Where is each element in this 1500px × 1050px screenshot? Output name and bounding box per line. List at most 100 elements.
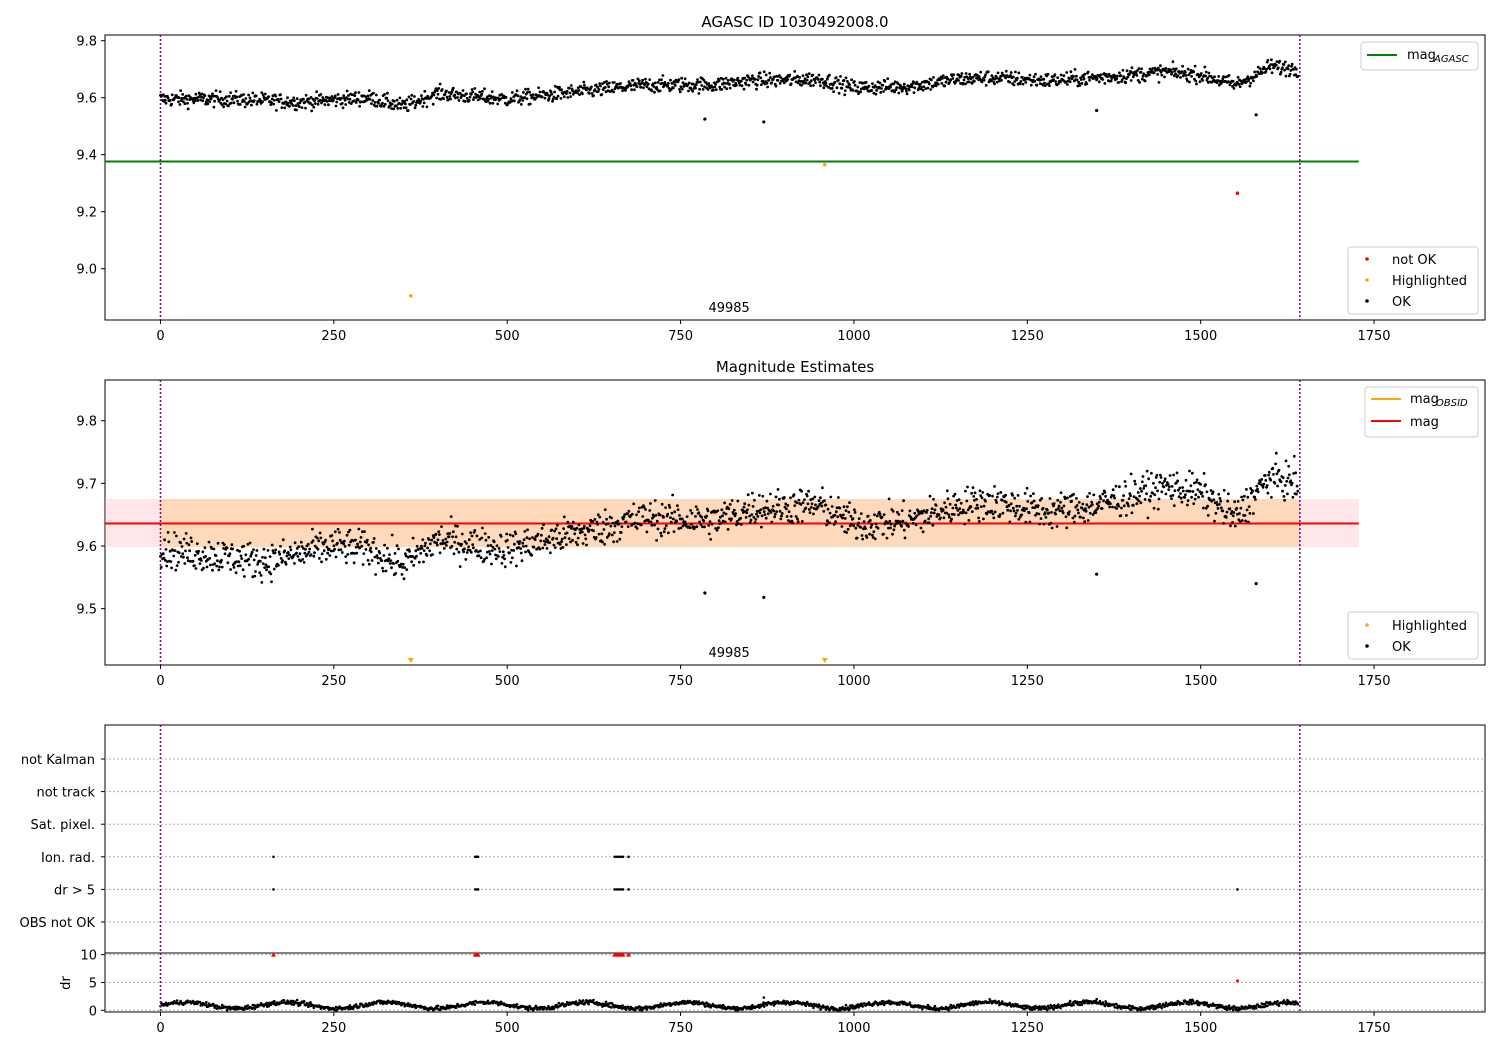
ok-point bbox=[447, 535, 451, 538]
ok-point bbox=[202, 96, 205, 100]
ok-point bbox=[773, 515, 776, 519]
ok-point bbox=[967, 80, 971, 84]
flag-point bbox=[476, 855, 480, 859]
ok-point bbox=[570, 525, 574, 528]
y-tick-label: 9.7 bbox=[76, 477, 97, 492]
ok-point bbox=[1108, 505, 1112, 509]
ok-point bbox=[376, 556, 380, 560]
ok-point bbox=[1232, 511, 1236, 514]
ok-point bbox=[302, 97, 305, 101]
ok-point bbox=[582, 80, 586, 84]
ok-point bbox=[1167, 488, 1171, 491]
not-ok-point bbox=[1235, 191, 1240, 195]
ok-point bbox=[964, 511, 968, 515]
ok-point bbox=[370, 559, 374, 562]
ok-point bbox=[666, 512, 670, 516]
ok-point bbox=[193, 96, 196, 100]
ok-point bbox=[186, 556, 189, 560]
ok-point bbox=[593, 88, 597, 91]
ok-point bbox=[456, 96, 459, 99]
ok-point bbox=[846, 505, 849, 509]
ok-point bbox=[701, 525, 704, 529]
dr-point bbox=[1023, 1004, 1027, 1007]
ok-point bbox=[263, 556, 267, 560]
ok-point bbox=[522, 545, 525, 548]
flag-row-label: Ion. rad. bbox=[41, 851, 95, 866]
ok-point bbox=[689, 522, 693, 526]
ok-point bbox=[435, 96, 438, 100]
ok-point bbox=[304, 548, 307, 551]
ok-point bbox=[515, 89, 519, 93]
ok-point bbox=[943, 84, 946, 88]
ok-point bbox=[894, 519, 898, 523]
ok-point bbox=[551, 99, 554, 103]
ok-point bbox=[769, 511, 773, 514]
flag-point bbox=[272, 888, 275, 891]
ok-point bbox=[696, 78, 699, 81]
ok-point bbox=[1122, 76, 1126, 80]
ok-point bbox=[596, 90, 600, 93]
ok-point bbox=[498, 550, 502, 553]
ok-point bbox=[600, 93, 604, 96]
ok-point bbox=[355, 551, 359, 555]
ok-point bbox=[562, 95, 566, 99]
ok-point bbox=[1170, 497, 1173, 500]
ok-point bbox=[712, 88, 715, 92]
ok-point bbox=[760, 525, 763, 529]
ok-point bbox=[1159, 473, 1162, 477]
ok-point bbox=[1103, 491, 1107, 494]
ok-point bbox=[235, 560, 239, 563]
ok-point bbox=[201, 99, 205, 103]
ok-point bbox=[261, 93, 265, 97]
flag-point bbox=[615, 888, 619, 891]
ok-point bbox=[603, 86, 607, 89]
ok-point bbox=[759, 76, 763, 80]
ok-point bbox=[971, 75, 975, 79]
ok-point bbox=[1130, 511, 1134, 515]
ok-point bbox=[807, 72, 811, 75]
ok-point bbox=[1043, 511, 1047, 514]
ok-point bbox=[1229, 524, 1232, 528]
ok-point bbox=[469, 550, 473, 554]
ok-point bbox=[1050, 511, 1053, 514]
ok-point bbox=[713, 85, 717, 89]
ok-point bbox=[838, 506, 842, 510]
ok-point bbox=[978, 489, 982, 493]
ok-point bbox=[396, 107, 400, 110]
ok-point bbox=[230, 543, 234, 547]
ok-point bbox=[1272, 473, 1275, 476]
ok-point bbox=[982, 78, 986, 82]
ok-point bbox=[254, 554, 258, 557]
ok-point bbox=[395, 544, 399, 548]
dr-point bbox=[1158, 1002, 1161, 1006]
ok-point bbox=[196, 99, 200, 102]
ok-point bbox=[576, 543, 579, 547]
ok-point bbox=[1148, 67, 1152, 71]
ok-point bbox=[758, 71, 762, 75]
ok-point bbox=[1075, 497, 1078, 500]
ok-point bbox=[669, 78, 672, 82]
ok-point bbox=[801, 501, 805, 504]
ok-point bbox=[711, 86, 715, 89]
ok-point bbox=[188, 549, 192, 553]
ok-point bbox=[839, 75, 842, 78]
ok-point bbox=[872, 91, 876, 95]
legend-box bbox=[1347, 611, 1479, 660]
ok-point bbox=[366, 559, 370, 562]
ok-point bbox=[1160, 73, 1164, 77]
ok-point bbox=[906, 84, 910, 87]
ok-point bbox=[231, 547, 235, 551]
ok-point bbox=[886, 521, 890, 525]
ok-point bbox=[258, 571, 262, 575]
ok-point bbox=[746, 508, 749, 512]
ok-point bbox=[267, 565, 271, 569]
flag-point bbox=[476, 888, 480, 891]
flag-point bbox=[272, 855, 275, 859]
ok-point bbox=[846, 80, 849, 83]
ok-point bbox=[361, 563, 365, 566]
ok-point bbox=[205, 565, 209, 569]
dr-point bbox=[265, 1001, 268, 1005]
ok-point bbox=[637, 79, 641, 83]
ok-point bbox=[315, 97, 319, 100]
ok-point bbox=[841, 83, 844, 86]
